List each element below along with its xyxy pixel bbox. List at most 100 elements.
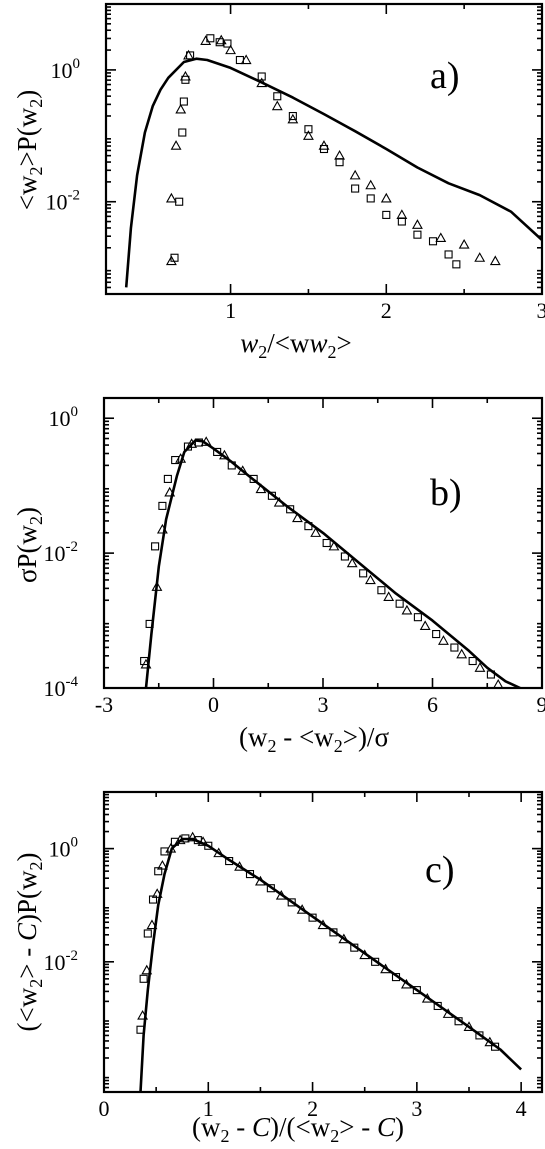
- triangle-marker: [273, 496, 285, 507]
- triangle-marker: [175, 453, 187, 463]
- triangle-marker: [442, 1008, 454, 1018]
- triangle-marker: [141, 964, 153, 975]
- triangle-marker: [474, 252, 486, 262]
- square-marker: [452, 260, 461, 269]
- square-marker: [245, 870, 255, 879]
- square-marker: [227, 461, 236, 470]
- triangle-marker: [400, 978, 412, 989]
- triangle-marker: [359, 949, 371, 960]
- triangle-marker: [435, 232, 447, 243]
- square-marker: [170, 837, 179, 846]
- triangle-marker: [140, 658, 152, 669]
- square-marker: [140, 656, 149, 666]
- triangle-marker: [165, 192, 177, 203]
- panel-b-ylabel: σP(w2): [12, 507, 46, 583]
- square-marker: [273, 92, 282, 101]
- square-marker: [391, 973, 401, 982]
- panel-a-label: a): [430, 55, 460, 97]
- square-marker: [322, 538, 331, 548]
- square-marker: [158, 501, 167, 510]
- triangle-marker: [338, 933, 350, 944]
- triangle-marker: [156, 523, 168, 534]
- triangle-marker: [484, 1036, 496, 1047]
- triangle-marker: [474, 662, 486, 672]
- triangle-marker: [225, 44, 237, 55]
- panel-c-frame: [102, 790, 544, 1094]
- panel-a-curve: [124, 57, 542, 288]
- panel-c-plot: 0 1 2 3 4 100 10-2: [44, 792, 542, 1121]
- y-tick-label: 10-4: [44, 674, 79, 701]
- panel-c-label: c): [425, 849, 455, 891]
- square-marker: [136, 1025, 145, 1034]
- square-marker: [213, 447, 222, 457]
- triangle-marker: [318, 140, 330, 150]
- panel-b-label: b): [430, 472, 462, 514]
- square-marker: [382, 210, 391, 219]
- panel-a-plot: 1 2 3 100 10-2: [46, 4, 545, 323]
- triangle-marker: [213, 847, 225, 858]
- square-marker: [267, 491, 276, 500]
- triangle-marker: [165, 842, 177, 853]
- square-marker: [179, 97, 188, 106]
- square-marker: [225, 857, 234, 866]
- square-marker: [266, 884, 275, 893]
- triangle-marker: [215, 34, 227, 45]
- square-marker: [304, 522, 313, 531]
- triangle-marker: [255, 483, 267, 494]
- panel-c-curve: [139, 837, 522, 1092]
- triangle-marker: [151, 888, 163, 898]
- triangle-marker: [349, 169, 361, 180]
- panel-c-ylabel: (<w2> - C)P(w2): [12, 853, 46, 1032]
- triangle-marker: [287, 113, 299, 124]
- square-marker: [288, 111, 297, 121]
- triangle-marker: [219, 449, 230, 460]
- y-tick-label: 100: [51, 56, 81, 83]
- triangle-marker: [493, 679, 504, 688]
- triangle-marker: [383, 591, 395, 602]
- x-tick-label: 9: [537, 692, 545, 717]
- triangle-marker: [271, 100, 283, 111]
- panel-a-frame: [104, 2, 544, 296]
- square-marker: [151, 542, 160, 551]
- triangle-marker: [380, 963, 392, 974]
- x-tick-label: 4: [516, 1096, 527, 1121]
- square-marker: [350, 943, 359, 952]
- square-marker: [433, 1001, 442, 1011]
- y-tick-label: 10-2: [46, 188, 81, 215]
- square-marker: [308, 913, 317, 922]
- square-marker: [183, 442, 192, 451]
- square-marker: [371, 957, 380, 966]
- square-marker: [413, 613, 422, 622]
- triangle-marker: [197, 836, 209, 846]
- x-tick-label: 3: [318, 692, 329, 717]
- triangle-marker: [170, 140, 182, 150]
- panel-b-xlabel: (w2 - <w2>)/σ: [239, 722, 389, 756]
- triangle-marker: [179, 70, 191, 81]
- square-marker: [194, 438, 203, 447]
- x-tick-label: 3: [537, 298, 545, 323]
- panel-a-xlabel: w2/<ww2>: [240, 328, 352, 362]
- triangle-marker: [275, 889, 287, 900]
- panel-c-xlabel: (w2 - C)/(<w2> - C): [192, 1112, 404, 1146]
- triangle-marker: [234, 861, 246, 871]
- triangle-marker: [292, 512, 303, 523]
- x-tick-label: 3: [411, 1096, 422, 1121]
- x-tick-label: 0: [99, 1096, 110, 1121]
- y-tick-label: 100: [49, 404, 79, 431]
- triangle-marker: [317, 919, 329, 930]
- square-marker: [143, 929, 152, 938]
- square-marker: [335, 158, 344, 167]
- triangle-marker: [365, 574, 376, 585]
- triangle-marker: [328, 540, 340, 551]
- triangle-marker: [146, 919, 158, 930]
- square-marker: [491, 1042, 500, 1051]
- panel-b-plot: -3 0 3 6 9 100 10-2 10-4: [44, 398, 545, 717]
- square-marker: [286, 505, 295, 514]
- square-marker: [366, 194, 375, 203]
- panel-a-ylabel: <w2>P(w2): [12, 90, 46, 210]
- square-marker: [359, 569, 368, 578]
- panel-b-frame: [102, 396, 544, 690]
- triangle-marker: [438, 635, 449, 645]
- triangle-marker: [302, 130, 314, 140]
- triangle-marker: [164, 486, 176, 497]
